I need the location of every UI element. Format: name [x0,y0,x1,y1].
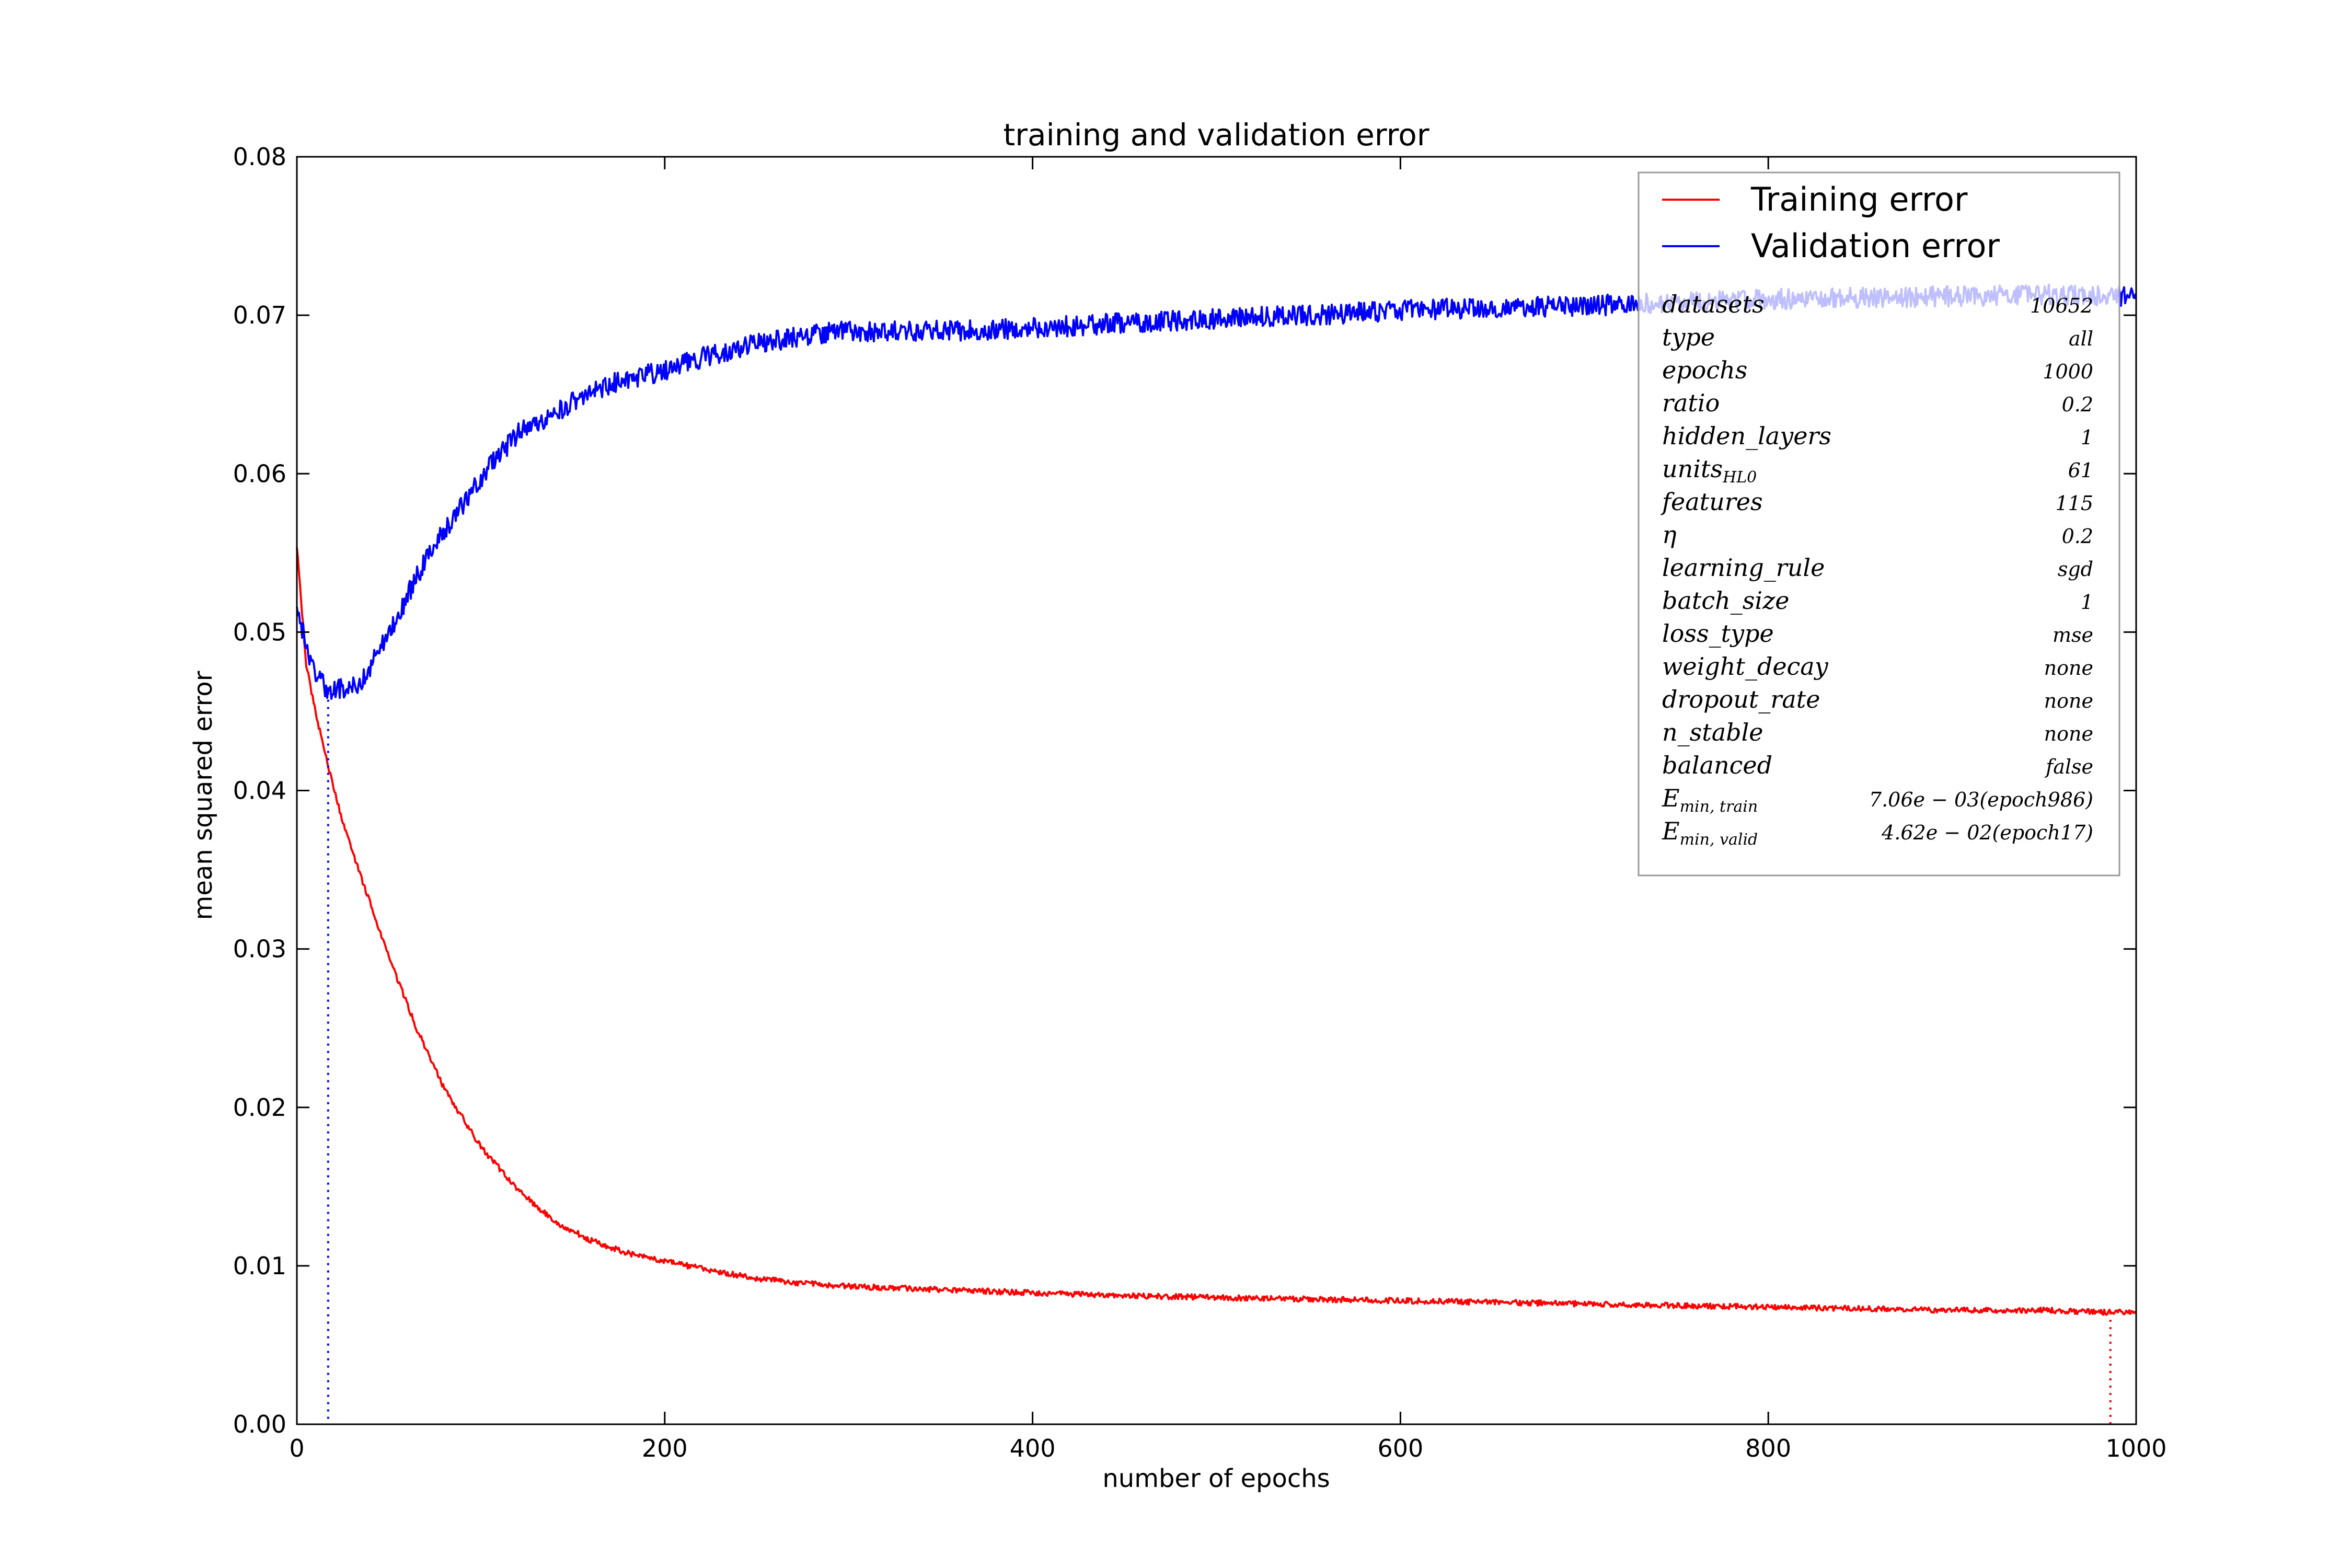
y-tick-label: 0.04 [233,777,286,805]
legend-label-0: Training error [1750,180,1968,218]
x-tick-label: 0 [289,1434,304,1462]
param-key-text: dropout_rate [1662,685,1820,713]
legend-box [1638,171,2120,877]
x-tick-label: 1000 [2105,1434,2166,1462]
param-key-text: weight_decay [1662,652,1829,681]
param-key-text: E [1662,817,1680,845]
param-key: type [1662,323,1715,351]
x-tick-label: 400 [1010,1434,1056,1462]
param-key: n_stable [1662,718,1763,746]
param-key: learning_rule [1662,554,1825,582]
y-tick-label: 0.08 [233,143,286,171]
param-value: 10652 [2030,294,2093,317]
y-tick-label: 0.01 [233,1252,286,1280]
legend-label-1: Validation error [1751,227,2000,265]
y-tick-label: 0.07 [233,301,286,329]
param-value: 1 [2081,426,2093,449]
param-key-text: balanced [1662,751,1772,779]
param-key: η [1662,521,1677,549]
y-tick-label: 0.02 [233,1093,286,1122]
param-key-text: type [1662,323,1715,351]
param-key-text: features [1661,488,1763,516]
param-key: balanced [1662,751,1772,779]
param-key: epochs [1662,356,1747,384]
y-tick-label: 0.05 [233,618,286,646]
param-key: loss_type [1662,619,1774,648]
param-key-text: η [1662,521,1677,549]
param-value: 0.2 [2062,525,2093,548]
param-value: false [2044,755,2093,778]
y-tick-label: 0.06 [233,459,286,488]
param-key-text: E [1662,784,1680,812]
y-tick-label: 0.03 [233,935,286,963]
param-value: 4.62e − 02(epoch17) [1881,821,2093,844]
param-key-text: datasets [1662,290,1765,318]
axes: 0 200 400 600 800 1000 0.00 0.01 0.02 0.03 0.04 0.0… [233,143,2167,1462]
param-value: none [2044,722,2093,745]
param-key: weight_decay [1662,652,1829,681]
y-tick-label: 0.00 [233,1410,286,1438]
x-tick-label: 800 [1745,1434,1791,1462]
param-key-text: learning_rule [1662,554,1825,582]
chart-title: training and validation error [1003,117,1429,153]
param-value: 1000 [2043,360,2093,383]
x-tick-label: 600 [1377,1434,1423,1462]
param-key-subscript: min, valid [1680,831,1758,849]
param-value: 0.2 [2062,393,2093,416]
param-key-text: ratio [1662,389,1720,417]
param-key-text: units [1662,455,1723,483]
param-key: Emin, train [1662,784,1758,816]
param-key: batch_size [1662,586,1790,615]
param-key: unitsHL0 [1662,455,1757,487]
param-value: 115 [2055,492,2093,515]
param-value: sgd [2058,558,2093,581]
param-value: 7.06e − 03(epoch986) [1869,788,2093,811]
param-key-text: epochs [1662,356,1747,384]
param-key: ratio [1662,389,1720,417]
param-key-text: n_stable [1662,718,1763,746]
param-value: mse [2053,624,2093,647]
param-key: Emin, valid [1662,817,1758,849]
param-key-text: batch_size [1662,586,1790,615]
param-key-subscript: min, train [1680,798,1758,816]
param-key: dropout_rate [1662,685,1820,713]
param-value: none [2044,689,2093,712]
x-tick-label: 200 [642,1434,688,1462]
series-line-0 [296,547,2137,1316]
param-key: hidden_layers [1662,422,1831,450]
param-value: 61 [2068,459,2093,482]
param-key-text: hidden_layers [1662,422,1831,450]
param-value: all [2069,327,2093,350]
x-axis-label: number of epochs [1102,1464,1330,1493]
param-key-subscript: HL0 [1722,468,1757,487]
param-key-text: loss_type [1662,619,1774,648]
param-value: none [2044,656,2093,679]
param-value: 1 [2081,591,2093,614]
param-key: datasets [1662,290,1765,318]
param-key: features [1661,488,1763,516]
y-axis-label: mean squared error [189,671,218,920]
